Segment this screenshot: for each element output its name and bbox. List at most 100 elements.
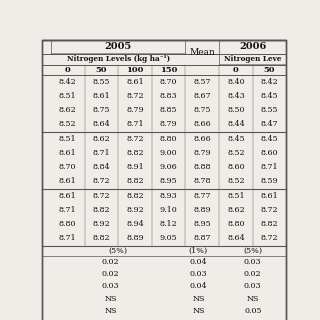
Text: 8.61: 8.61 xyxy=(261,192,278,200)
Text: 8.45: 8.45 xyxy=(227,135,245,143)
Text: 8.51: 8.51 xyxy=(227,192,245,200)
Text: 9.10: 9.10 xyxy=(160,206,178,214)
Text: 8.77: 8.77 xyxy=(194,192,211,200)
Text: NS: NS xyxy=(192,307,205,315)
Text: 8.82: 8.82 xyxy=(126,177,144,185)
Text: 8.71: 8.71 xyxy=(92,149,110,157)
Text: 0.03: 0.03 xyxy=(244,282,262,290)
Text: 8.80: 8.80 xyxy=(227,220,245,228)
Text: 8.71: 8.71 xyxy=(59,235,76,243)
Text: 8.62: 8.62 xyxy=(59,106,76,114)
Text: 8.52: 8.52 xyxy=(227,177,245,185)
Text: 8.60: 8.60 xyxy=(227,163,245,171)
Text: 8.72: 8.72 xyxy=(92,192,110,200)
Text: 8.71: 8.71 xyxy=(59,206,76,214)
Text: 8.72: 8.72 xyxy=(126,92,144,100)
Text: NS: NS xyxy=(246,295,259,303)
Text: 0.03: 0.03 xyxy=(102,282,119,290)
Text: Nitrogen Leve: Nitrogen Leve xyxy=(224,55,282,63)
Text: 8.62: 8.62 xyxy=(92,135,110,143)
Text: 8.72: 8.72 xyxy=(92,177,110,185)
Text: 9.00: 9.00 xyxy=(160,149,178,157)
Text: 8.71: 8.71 xyxy=(261,163,278,171)
Text: NS: NS xyxy=(104,319,117,320)
Text: 0.04: 0.04 xyxy=(190,258,207,266)
Text: 8.66: 8.66 xyxy=(193,120,211,128)
Text: 100: 100 xyxy=(126,66,144,74)
Text: 8.40: 8.40 xyxy=(227,78,245,86)
Text: 8.78: 8.78 xyxy=(194,177,211,185)
Text: 9.06: 9.06 xyxy=(160,163,178,171)
Text: 8.72: 8.72 xyxy=(261,235,278,243)
Text: 8.50: 8.50 xyxy=(227,106,245,114)
Text: 8.95: 8.95 xyxy=(160,177,178,185)
Text: 8.44: 8.44 xyxy=(227,120,245,128)
Text: 8.57: 8.57 xyxy=(194,78,211,86)
Text: 8.80: 8.80 xyxy=(160,135,177,143)
Text: NS: NS xyxy=(192,295,205,303)
Text: 2005: 2005 xyxy=(105,42,132,52)
Text: 8.51: 8.51 xyxy=(59,135,76,143)
Text: 0.04: 0.04 xyxy=(190,282,207,290)
Text: 8.67: 8.67 xyxy=(194,92,211,100)
Text: Nitrogen Levels (kg ha⁻¹): Nitrogen Levels (kg ha⁻¹) xyxy=(67,55,170,63)
Text: (5%): (5%) xyxy=(108,246,128,254)
Text: 50: 50 xyxy=(96,66,107,74)
Text: 8.88: 8.88 xyxy=(194,163,211,171)
Text: 8.64: 8.64 xyxy=(92,120,110,128)
Text: 8.43: 8.43 xyxy=(227,92,245,100)
Text: 8.92: 8.92 xyxy=(126,206,144,214)
Text: 0.03: 0.03 xyxy=(190,270,207,278)
Text: 8.47: 8.47 xyxy=(261,120,278,128)
Text: 8.60: 8.60 xyxy=(261,149,278,157)
Text: 8.52: 8.52 xyxy=(59,120,76,128)
Text: 8.89: 8.89 xyxy=(126,235,144,243)
Text: 0.03: 0.03 xyxy=(244,258,262,266)
Text: 0: 0 xyxy=(233,66,239,74)
Text: 8.75: 8.75 xyxy=(194,106,211,114)
Text: 8.82: 8.82 xyxy=(92,206,110,214)
Text: NS: NS xyxy=(192,319,205,320)
Text: 8.82: 8.82 xyxy=(126,192,144,200)
Text: 8.45: 8.45 xyxy=(261,135,278,143)
Text: 8.75: 8.75 xyxy=(92,106,110,114)
Text: NS: NS xyxy=(104,295,117,303)
Text: NS: NS xyxy=(104,307,117,315)
Text: Mean: Mean xyxy=(189,48,215,57)
Text: 8.83: 8.83 xyxy=(160,92,178,100)
Text: 8.72: 8.72 xyxy=(126,135,144,143)
Text: 8.82: 8.82 xyxy=(126,149,144,157)
Text: 8.85: 8.85 xyxy=(160,106,177,114)
Text: 0.05: 0.05 xyxy=(244,307,261,315)
Text: NS: NS xyxy=(246,319,259,320)
Text: 8.42: 8.42 xyxy=(261,78,278,86)
Text: 8.42: 8.42 xyxy=(59,78,76,86)
Text: 0.02: 0.02 xyxy=(102,270,119,278)
Text: 8.55: 8.55 xyxy=(92,78,110,86)
Text: 8.66: 8.66 xyxy=(193,135,211,143)
Text: 8.64: 8.64 xyxy=(227,235,245,243)
Text: 8.52: 8.52 xyxy=(227,149,245,157)
Text: 8.45: 8.45 xyxy=(261,92,278,100)
Text: 8.71: 8.71 xyxy=(126,120,144,128)
Text: 0.02: 0.02 xyxy=(244,270,262,278)
Text: 8.55: 8.55 xyxy=(261,106,278,114)
Text: 9.05: 9.05 xyxy=(160,235,178,243)
Text: 8.82: 8.82 xyxy=(261,220,278,228)
Text: 8.61: 8.61 xyxy=(59,177,76,185)
Text: 50: 50 xyxy=(264,66,276,74)
Text: 8.91: 8.91 xyxy=(126,163,144,171)
Text: 8.51: 8.51 xyxy=(59,92,76,100)
Text: 8.95: 8.95 xyxy=(194,220,211,228)
Text: 0: 0 xyxy=(65,66,70,74)
Text: 8.61: 8.61 xyxy=(92,92,110,100)
Text: 2006: 2006 xyxy=(239,42,267,52)
Text: 8.61: 8.61 xyxy=(59,192,76,200)
Text: 8.79: 8.79 xyxy=(194,149,211,157)
Text: 150: 150 xyxy=(160,66,177,74)
Text: (1%): (1%) xyxy=(189,246,208,254)
Text: 8.80: 8.80 xyxy=(59,220,76,228)
Text: 8.79: 8.79 xyxy=(160,120,178,128)
Text: 8.62: 8.62 xyxy=(227,206,245,214)
Text: 0.02: 0.02 xyxy=(102,258,119,266)
